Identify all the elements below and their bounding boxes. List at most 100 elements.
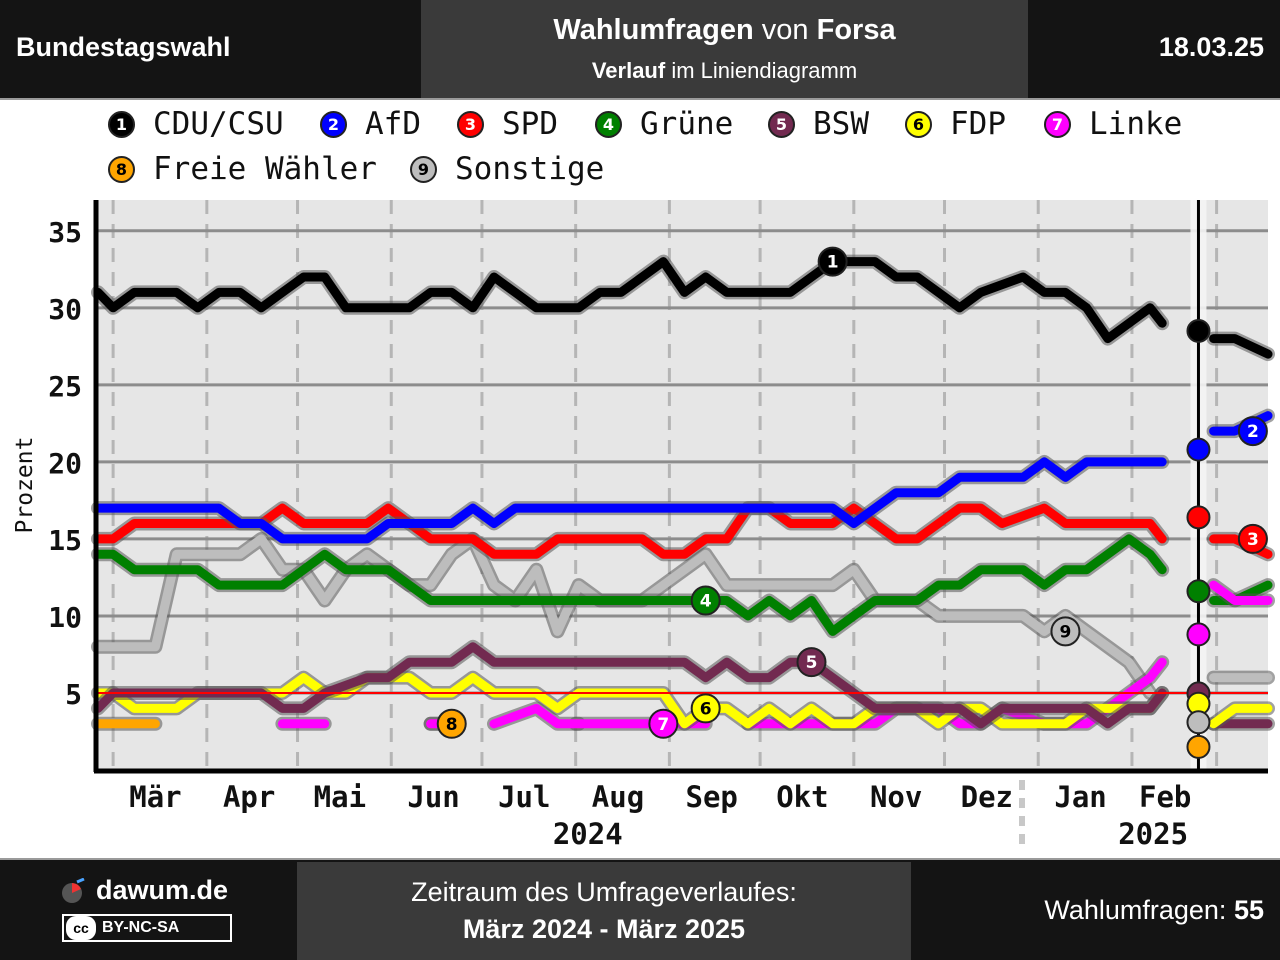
poll-count: Wahlumfragen: 55 [1044, 895, 1264, 926]
series-label-marker [436, 708, 467, 739]
subtitle-part-2: im Liniendiagramm [665, 58, 858, 83]
series-label-number: 9 [1060, 622, 1072, 642]
license-badge[interactable]: cc BY-NC-SA [62, 914, 232, 942]
series-line-linke [489, 703, 711, 729]
legend-marker: 2 [320, 110, 347, 138]
x-tick-label: Dez [961, 780, 1013, 814]
legend-marker: 5 [768, 110, 795, 138]
series-line-bsw [93, 642, 1167, 729]
y-axis-label: Prozent [12, 437, 38, 534]
x-tick-label: Jun [407, 780, 459, 814]
legend-marker: 6 [905, 110, 932, 138]
x-tick-label: Okt [776, 780, 828, 814]
chart-subtitle: Verlauf im Liniendiagramm [421, 58, 1028, 84]
series-label-marker [690, 585, 721, 616]
legend-label: AfD [365, 106, 421, 142]
legend-label: Sonstige [455, 151, 605, 187]
brand-name: dawum.de [96, 875, 229, 905]
institute-name: Forsa [816, 14, 896, 46]
legend-marker: 1 [108, 110, 135, 138]
legend-item-spd: 3 SPD [457, 106, 558, 142]
poll-count-label: Wahlumfragen: [1044, 895, 1234, 925]
x-tick-label: Sep [686, 780, 738, 814]
brand[interactable]: dawum.de [60, 875, 228, 906]
series-label-number: 6 [700, 699, 712, 719]
legend-item-bsw: 5 BSW [768, 106, 869, 142]
series-line-spd [93, 503, 1167, 559]
y-tick-label: 5 [65, 678, 82, 711]
x-tick-label: Jan [1054, 780, 1106, 814]
legend-item-grüne: 4 Grüne [595, 106, 733, 142]
series-label-marker [817, 246, 848, 277]
legend-label: SPD [502, 106, 558, 142]
x-tick-label: Mär [129, 780, 181, 814]
legend-label: Linke [1089, 106, 1183, 142]
legend-item-linke: 7 Linke [1044, 106, 1182, 142]
legend-item-afd: 2 AfD [320, 106, 421, 142]
result-marker [1186, 579, 1211, 604]
series-label-number: 7 [657, 715, 669, 735]
series-line-grüne [93, 534, 1167, 636]
series-label-number: 3 [1247, 530, 1259, 550]
legend-item-sonstige: 9 Sonstige [410, 151, 604, 187]
series-label-marker [1237, 416, 1268, 447]
election-name: Bundestagswahl [16, 32, 231, 62]
header-date: 18.03.25 [1158, 32, 1264, 62]
x-tick-label: Apr [223, 780, 275, 814]
result-marker [1186, 622, 1211, 647]
legend-marker: 7 [1044, 110, 1071, 138]
series-line-fdp [1209, 703, 1273, 729]
subtitle-part-1: Verlauf [591, 58, 666, 83]
y-tick-label: 10 [48, 601, 82, 634]
series-label-number: 1 [827, 253, 839, 273]
legend-marker: 4 [595, 110, 622, 138]
series-label-marker [690, 693, 721, 724]
series-label-marker [1237, 523, 1268, 554]
result-marker [1186, 318, 1211, 343]
ballot-icon [62, 877, 85, 903]
x-tick-label: Mai [314, 780, 366, 814]
legend-label: Freie Wähler [153, 151, 377, 187]
legend-marker: 9 [410, 155, 437, 183]
y-tick-label: 15 [48, 524, 82, 557]
x-tick-label: Jul [498, 780, 550, 814]
legend-item-cdu-csu: 1 CDU/CSU [108, 106, 284, 142]
header-divider [0, 98, 1280, 100]
poll-count-value: 55 [1233, 895, 1264, 925]
title-part-2: von [753, 14, 817, 46]
x-year-label: 2025 [1118, 817, 1188, 851]
x-year-label: 2024 [553, 817, 623, 851]
series-line-afd [93, 457, 1167, 544]
series-label-marker [796, 647, 827, 678]
x-tick-label: Feb [1139, 780, 1191, 814]
legend-marker: 3 [457, 110, 484, 138]
legend-label: FDP [950, 106, 1006, 142]
series-label-number: 8 [446, 715, 458, 735]
x-tick-label: Nov [870, 780, 922, 814]
result-marker [1186, 437, 1211, 462]
period-value: März 2024 - März 2025 [462, 914, 746, 944]
header-center-panel [421, 0, 1028, 98]
result-marker [1186, 734, 1211, 759]
y-tick-label: 20 [48, 447, 82, 480]
footer-divider [0, 858, 1280, 860]
x-tick-label: Aug [592, 780, 644, 814]
legend-label: CDU/CSU [153, 106, 284, 142]
series-line-cdu-csu [1209, 334, 1273, 359]
legend-marker: 8 [108, 155, 135, 183]
cc-logo-icon: cc [66, 916, 96, 940]
legend-label: Grüne [640, 106, 734, 142]
y-tick-label: 25 [48, 370, 82, 403]
legend-item-freie-wähler: 8 Freie Wähler [108, 151, 377, 187]
series-label-number: 2 [1247, 422, 1259, 442]
series-line-linke [1209, 580, 1273, 605]
series-line-cdu-csu [93, 257, 1167, 344]
footer-center-panel [297, 862, 911, 960]
y-tick-label: 35 [48, 216, 82, 249]
y-tick-label: 30 [48, 293, 82, 326]
license-text: BY-NC-SA [102, 919, 180, 936]
legend-item-fdp: 6 FDP [905, 106, 1006, 142]
series-label-number: 5 [806, 653, 818, 673]
result-marker [1186, 710, 1211, 735]
